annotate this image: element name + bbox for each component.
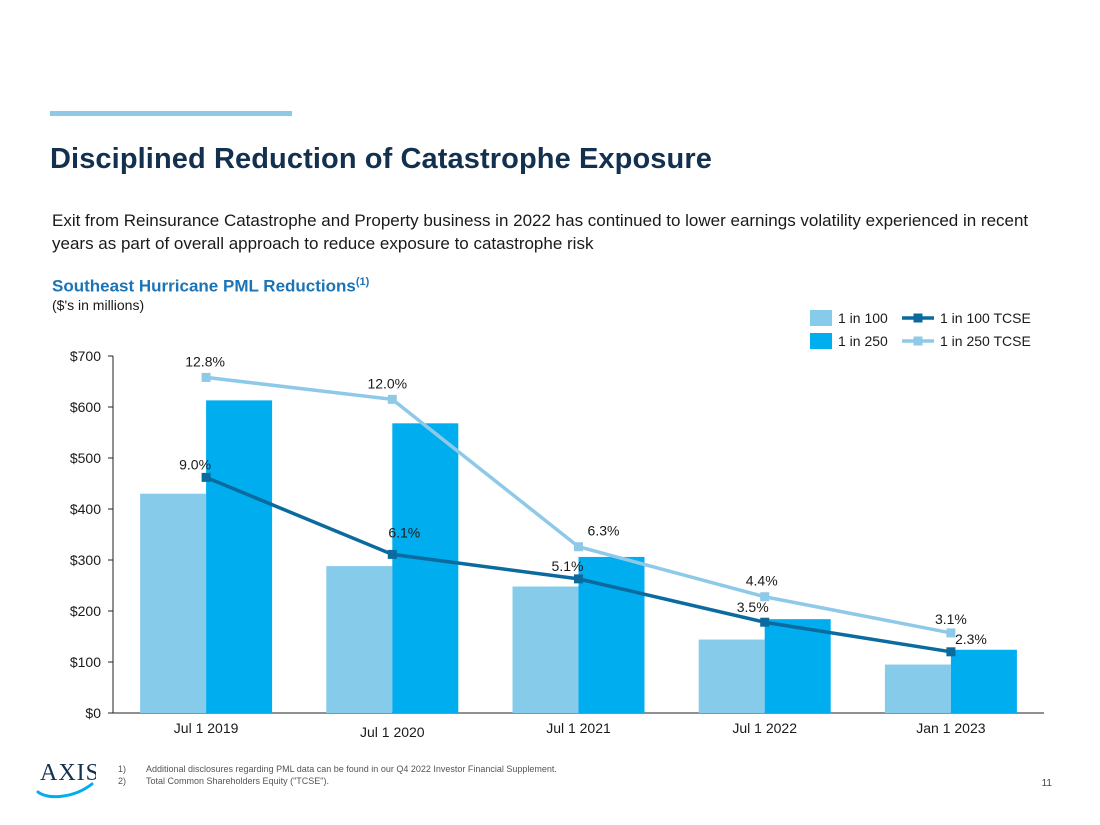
chart: $0 $100 $200 $300 $400 $500 $600 $700 Jul 1 2019… [70,310,1044,740]
bar-1in250 [950,649,1017,713]
y-tick-label: $400 [70,501,101,517]
line-marker-1in100-tcse [201,472,211,482]
data-label: 4.4% [746,573,778,589]
x-tick-label: Jul 1 2022 [732,720,797,736]
legend-swatch-1in250 [810,333,832,349]
page-title: Disciplined Reduction of Catastrophe Exp… [50,143,712,175]
x-tick-label: Jul 1 2019 [174,720,239,736]
axis-logo-swoosh-icon [36,782,94,799]
legend-label-1in250-tcse: 1 in 250 TCSE [940,333,1031,349]
line-marker-1in250-tcse [201,372,211,382]
axis-logo: AXIS [36,760,96,799]
bar-1in100 [884,664,951,713]
y-tick-label: $100 [70,654,101,670]
legend-label-1in250: 1 in 250 [838,333,888,349]
data-label: 3.5% [737,599,769,615]
line-marker-1in250-tcse [574,542,583,552]
legend-swatch-1in100 [810,310,832,326]
page-subtitle: Exit from Reinsurance Catastrophe and Pr… [52,211,1029,253]
footnote-1: 1) Additional disclosures regarding PML d… [118,764,557,774]
data-label: 6.3% [588,523,620,539]
legend-marker-1in250-tcse [913,336,923,346]
bar-1in250 [206,400,273,713]
line-marker-1in100-tcse [946,647,956,657]
footnotes: 1) Additional disclosures regarding PML d… [118,763,557,787]
y-tick-label: $600 [70,399,101,415]
y-tick-label: $0 [85,705,101,721]
x-tick-label: Jul 1 2020 [360,724,425,740]
line-marker-1in250-tcse [946,628,956,638]
axis-logo-wordmark: AXIS [40,760,96,786]
data-label: 9.0% [179,456,211,472]
x-tick-label: Jul 1 2021 [546,720,611,736]
data-label: 12.0% [367,375,407,391]
y-tick-label: $200 [70,603,101,619]
bar-1in250 [764,619,831,713]
bar-1in100 [326,566,393,713]
data-label: 6.1% [388,524,420,540]
page-number: 11 [1041,778,1052,789]
footnote-2: 2) Total Common Shareholders Equity ("TCS… [118,776,329,786]
x-tick-label: Jan 1 2023 [916,720,985,736]
bar-1in250 [392,423,459,713]
chart-heading-text: Southeast Hurricane PML Reductions [52,276,356,296]
data-label: 5.1% [552,558,584,574]
accent-rule [50,111,292,116]
legend-marker-1in100-tcse [913,313,923,323]
bar-1in100 [140,493,207,713]
line-marker-1in100-tcse [760,617,770,627]
data-label: 2.3% [955,631,987,647]
data-label: 3.1% [935,611,967,627]
bar-1in100 [698,639,765,713]
line-marker-1in250-tcse [760,592,770,602]
chart-units: ($'s in millions) [52,297,145,313]
y-tick-label: $700 [70,348,101,364]
chart-heading: Southeast Hurricane PML Reductions(1) [52,276,369,297]
line-marker-1in100-tcse [387,549,397,559]
line-marker-1in250-tcse [387,394,397,404]
legend-label-1in100: 1 in 100 [838,310,888,326]
legend-label-1in100-tcse: 1 in 100 TCSE [940,310,1031,326]
chart-heading-footnote-ref: (1) [355,276,370,288]
bar-1in100 [512,586,579,713]
data-label: 12.8% [185,353,225,369]
y-tick-label: $500 [70,450,101,466]
y-tick-label: $300 [70,552,101,568]
line-marker-1in100-tcse [574,574,583,584]
